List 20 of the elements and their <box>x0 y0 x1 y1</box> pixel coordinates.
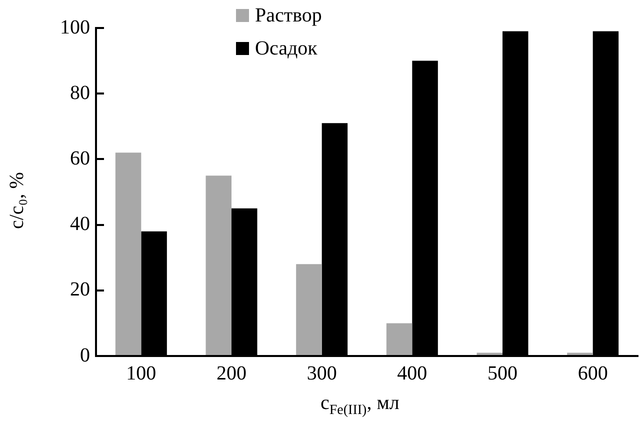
y-tick-label: 60 <box>70 147 90 170</box>
bar <box>296 264 322 355</box>
y-axis-title: c/c₀, % <box>6 172 29 228</box>
x-tick-label: 300 <box>306 362 337 384</box>
y-tick-label: 40 <box>70 213 90 236</box>
bar <box>386 323 412 355</box>
legend-label: Осадок <box>255 37 318 60</box>
y-tick-label: 80 <box>70 82 90 104</box>
x-axis-title: c$_{Fe(III)}$, мл <box>320 392 400 419</box>
legend-label: Раствор <box>255 4 322 26</box>
x-tick-label: 100 <box>126 362 156 384</box>
bar <box>115 152 142 355</box>
bar <box>206 176 232 355</box>
x-tick-label: 600 <box>578 362 608 384</box>
x-tick-label: 200 <box>216 362 246 384</box>
y-tick-label: 0 <box>80 344 90 366</box>
y-tick-label: 100 <box>60 16 90 38</box>
x-tick-label: 500 <box>488 362 518 384</box>
y-tick-label: 20 <box>70 278 90 301</box>
x-tick-label: 400 <box>397 362 428 384</box>
